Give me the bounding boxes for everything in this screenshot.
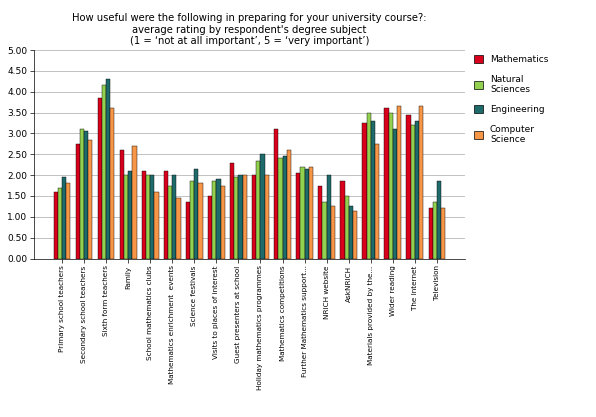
Bar: [168, 186, 172, 259]
Bar: [389, 113, 393, 259]
Bar: [88, 140, 92, 259]
Bar: [98, 98, 102, 259]
Bar: [252, 175, 256, 259]
Bar: [62, 177, 66, 259]
Bar: [230, 163, 234, 259]
Bar: [322, 202, 327, 259]
Bar: [362, 123, 367, 259]
Bar: [190, 181, 194, 259]
Bar: [54, 192, 58, 259]
Bar: [212, 181, 216, 259]
Legend: Mathematics, Natural
Sciences, Engineering, Computer
Science: Mathematics, Natural Sciences, Engineeri…: [474, 55, 548, 144]
Bar: [274, 129, 278, 259]
Bar: [278, 158, 283, 259]
Bar: [243, 175, 247, 259]
Bar: [102, 85, 106, 259]
Bar: [150, 175, 154, 259]
Bar: [120, 150, 124, 259]
Bar: [441, 208, 445, 259]
Bar: [132, 146, 136, 259]
Bar: [349, 206, 353, 259]
Bar: [172, 175, 176, 259]
Bar: [265, 175, 269, 259]
Bar: [234, 177, 238, 259]
Bar: [238, 175, 243, 259]
Bar: [186, 202, 190, 259]
Bar: [309, 167, 313, 259]
Bar: [437, 181, 441, 259]
Bar: [367, 113, 371, 259]
Bar: [106, 79, 110, 259]
Bar: [305, 169, 309, 259]
Bar: [331, 206, 335, 259]
Bar: [296, 173, 300, 259]
Bar: [221, 186, 225, 259]
Bar: [397, 106, 401, 259]
Bar: [371, 121, 375, 259]
Bar: [176, 198, 181, 259]
Bar: [58, 188, 62, 259]
Bar: [419, 106, 423, 259]
Bar: [110, 108, 114, 259]
Bar: [194, 169, 198, 259]
Bar: [340, 181, 344, 259]
Bar: [256, 161, 260, 259]
Bar: [208, 196, 212, 259]
Bar: [327, 175, 331, 259]
Bar: [164, 171, 168, 259]
Bar: [344, 196, 349, 259]
Bar: [260, 154, 265, 259]
Bar: [146, 175, 150, 259]
Bar: [384, 108, 389, 259]
Bar: [283, 156, 287, 259]
Bar: [375, 144, 379, 259]
Bar: [433, 202, 437, 259]
Bar: [154, 192, 159, 259]
Bar: [406, 115, 411, 259]
Bar: [128, 171, 132, 259]
Bar: [287, 150, 291, 259]
Bar: [124, 175, 128, 259]
Bar: [411, 125, 415, 259]
Bar: [142, 171, 146, 259]
Bar: [198, 183, 203, 259]
Bar: [300, 167, 305, 259]
Bar: [66, 183, 70, 259]
Bar: [216, 179, 221, 259]
Bar: [353, 211, 357, 259]
Bar: [76, 144, 80, 259]
Bar: [415, 121, 419, 259]
Bar: [80, 129, 84, 259]
Bar: [318, 186, 322, 259]
Bar: [393, 129, 397, 259]
Title: How useful were the following in preparing for your university course?:
average : How useful were the following in prepari…: [72, 13, 427, 46]
Bar: [429, 208, 433, 259]
Bar: [84, 131, 88, 259]
